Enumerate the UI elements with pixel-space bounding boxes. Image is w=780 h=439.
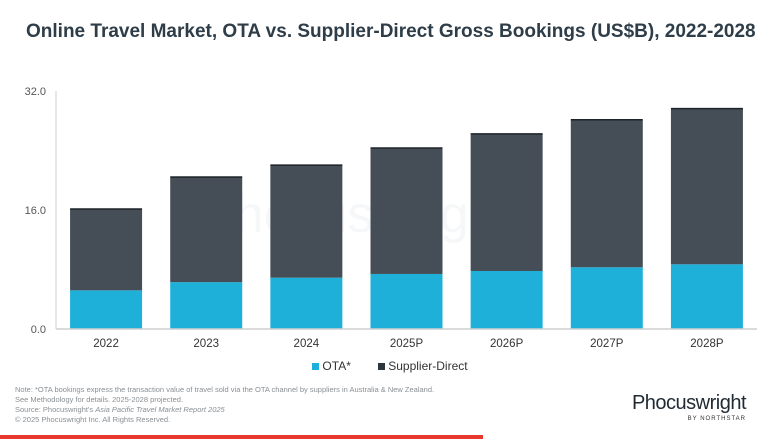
bar-supplier-direct [170,177,243,283]
bar-top-edge [670,107,743,110]
bar-supplier-direct [70,209,143,291]
source-prefix: Source: Phocuswright's [15,405,96,414]
x-tick-label: 2022 [93,338,119,350]
legend-swatch-supplier-direct [378,363,386,371]
bar-ota [170,282,243,329]
accent-bar [0,435,483,439]
source-title: Asia Pacific Travel Market Report 2025 [95,405,225,414]
bar-top-edge [270,164,343,166]
source-line: Source: Phocuswright's Asia Pacific Trav… [15,405,434,415]
bar-ota [70,290,143,329]
bar-supplier-direct [670,108,743,265]
bar-supplier-direct [270,165,343,278]
bar-top-edge [470,133,543,135]
y-tick-label: 16.0 [25,205,46,217]
legend-item-supplier-direct: Supplier-Direct [378,359,468,373]
legend-label-supplier-direct: Supplier-Direct [388,359,468,373]
footnotes: Note: *OTA bookings express the transact… [15,385,434,425]
bar-top-edge [370,147,443,149]
bar-top-edge [170,176,243,178]
phocuswright-logo: Phocuswright BY NORTHSTAR [631,392,747,422]
bar-supplier-direct [370,148,443,274]
bar-supplier-direct [470,134,543,271]
copyright: © 2025 Phocuswright Inc. All Rights Rese… [15,415,171,424]
legend: OTA* Supplier-Direct [0,359,780,373]
note-line: Note: *OTA bookings express the transact… [15,385,435,394]
bar-top-edge [70,208,143,210]
bar-ota [570,267,643,329]
x-tick-label: 2025P [390,338,424,350]
y-tick-label: 32.0 [25,86,46,98]
bar-top-edge [570,119,643,121]
bar-supplier-direct [570,120,643,268]
x-tick-label: 2024 [294,338,320,350]
legend-swatch-ota [312,363,320,371]
watermark: Phocuswright [200,186,513,244]
legend-label-ota: OTA* [322,359,351,373]
y-tick-label: 0.0 [31,324,46,336]
x-tick-label: 2028P [690,338,724,350]
legend-item-ota: OTA* [312,359,351,373]
chart-title: Online Travel Market, OTA vs. Supplier-D… [26,21,756,42]
x-tick-label: 2027P [590,338,624,350]
bar-chart: 0.0 16.0 32.0 2022 2023 2024 2025P 2026P 2027P 20… [25,86,757,350]
bar-ota [470,270,543,329]
bar-ota [270,277,343,329]
bar-ota [370,273,443,329]
logo-byline: BY NORTHSTAR [687,416,746,422]
bar-ota [670,264,743,329]
x-tick-label: 2026P [490,338,524,350]
note-line: See Methodology for details. 2025-2028 p… [15,395,184,404]
x-tick-label: 2023 [193,338,219,350]
logo-name: Phocuswright [631,392,747,414]
